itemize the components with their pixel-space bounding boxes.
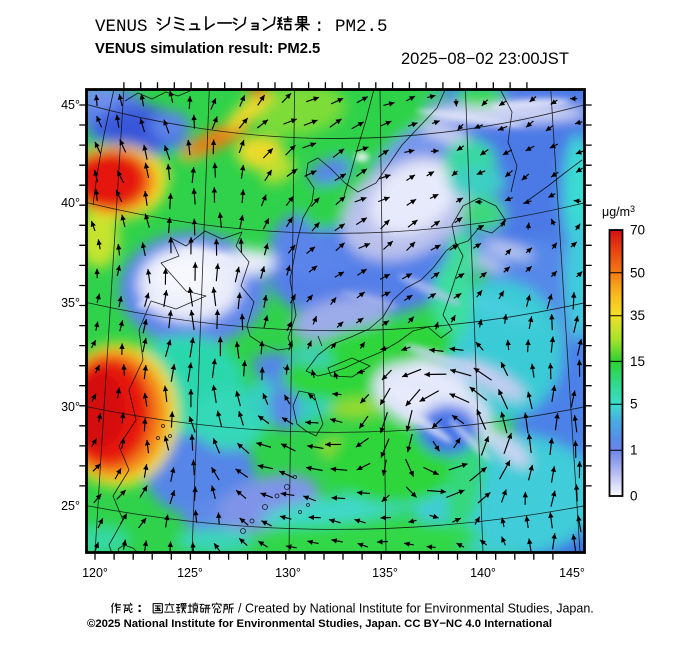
svg-text:120°: 120° [82, 566, 108, 580]
svg-text:2025−08−02 23:00JST: 2025−08−02 23:00JST [401, 50, 569, 68]
svg-text:5: 5 [630, 397, 638, 412]
svg-text:1: 1 [630, 443, 638, 458]
svg-text:50: 50 [630, 265, 645, 280]
svg-text:: PM2.5: : PM2.5 [314, 17, 388, 37]
svg-text:135°: 135° [372, 566, 398, 580]
svg-text:30°: 30° [61, 400, 80, 414]
svg-text:130°: 130° [275, 566, 301, 580]
svg-text:40°: 40° [61, 196, 80, 210]
svg-text:140°: 140° [470, 566, 496, 580]
svg-text:35: 35 [630, 308, 645, 323]
svg-text:0: 0 [630, 489, 638, 504]
svg-text:15: 15 [630, 354, 645, 369]
svg-text:25°: 25° [61, 499, 80, 513]
svg-text:145°: 145° [559, 566, 585, 580]
svg-text:35°: 35° [61, 296, 80, 310]
svg-text:©2025 National Institute for E: ©2025 National Institute for Environment… [87, 618, 552, 630]
svg-text:/ Created by National Institut: / Created by National Institute for Envi… [238, 602, 594, 616]
svg-text:45°: 45° [61, 98, 80, 112]
svg-text:125°: 125° [177, 566, 203, 580]
svg-text:μg/m3: μg/m3 [602, 204, 635, 219]
svg-text:VENUS: VENUS [95, 17, 148, 37]
svg-text:VENUS simulation result: PM2.5: VENUS simulation result: PM2.5 [95, 41, 320, 57]
svg-text:70: 70 [630, 223, 645, 238]
